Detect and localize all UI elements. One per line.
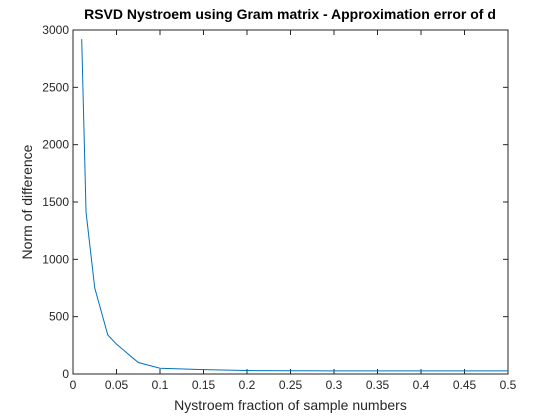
plot-area [72, 29, 509, 375]
x-tick-label: 0.35 [366, 378, 390, 392]
tick-group: 0 0.05 0.1 0.15 0.2 0.25 0.3 0.35 0.4 0.45 0.5 0 500… [42, 23, 516, 392]
x-tick-label: 0.15 [192, 378, 216, 392]
x-tick-label: 0 [70, 378, 77, 392]
y-tick-label: 0 [62, 367, 69, 381]
x-tick-label: 0.1 [152, 378, 169, 392]
x-tick-label: 0.05 [105, 378, 129, 392]
x-tick-label: 0.25 [279, 378, 303, 392]
x-tick-label: 0.3 [326, 378, 343, 392]
series-line [81, 39, 508, 372]
series-group [81, 39, 508, 372]
chart-title: RSVD Nystroem using Gram matrix - Approx… [84, 6, 496, 22]
x-tick-label: 0.45 [453, 378, 477, 392]
x-tick-label: 0.5 [500, 378, 517, 392]
y-axis-label: Norm of difference [19, 144, 35, 259]
y-tick-label: 500 [49, 310, 69, 324]
x-tick-label: 0.4 [413, 378, 430, 392]
y-tick-label: 3000 [42, 23, 69, 37]
y-tick-label: 1000 [42, 252, 69, 266]
x-axis-label: Nystroem fraction of sample numbers [174, 397, 407, 413]
y-tick-label: 2500 [42, 80, 69, 94]
y-tick-label: 1500 [42, 195, 69, 209]
y-tick-label: 2000 [42, 138, 69, 152]
x-tick-label: 0.2 [239, 378, 256, 392]
